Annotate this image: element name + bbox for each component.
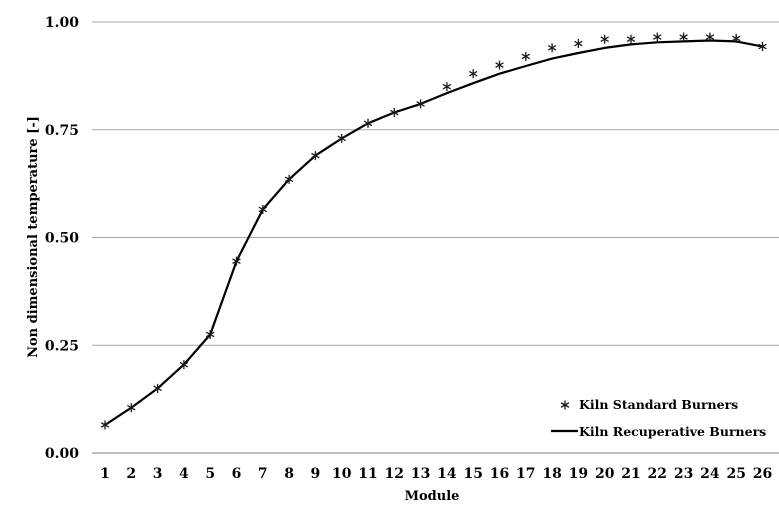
data-point-standard: [731, 33, 741, 43]
marker-stroke: [705, 34, 715, 40]
data-point-standard: [284, 174, 294, 184]
gridlines: [92, 21, 779, 346]
marker-stroke: [179, 361, 189, 368]
data-point-standard: [521, 51, 531, 61]
data-point-standard: [311, 151, 320, 161]
x-tick-label: 6: [232, 466, 242, 482]
y-axis-ticks: 0.00 0.25 0.50 0.75 1.00: [45, 15, 79, 462]
x-tick-label: 24: [700, 466, 720, 482]
data-point-standard: [442, 82, 452, 92]
marker-stroke: [495, 62, 504, 68]
x-tick-label: 10: [332, 466, 352, 482]
data-point-standard: [179, 360, 189, 370]
series-markers-group: [100, 32, 767, 430]
x-axis-title: Module: [405, 489, 460, 504]
y-axis-title: Non dimensional temperature [-]: [26, 116, 41, 358]
x-tick-label: 18: [542, 466, 561, 482]
series-line-group: [104, 39, 763, 426]
x-axis-ticks: 1 2 3 4 5 6 7 8 9 10 11 12 13 14 15 16 17 18 19 20 21 22 23 24 2…: [100, 466, 772, 482]
data-point-standard: [100, 420, 110, 430]
marker-stroke: [574, 40, 583, 47]
data-point-standard: [547, 43, 557, 53]
data-point-standard: [127, 403, 136, 413]
y-tick-label: 0.00: [45, 446, 79, 462]
data-point-standard: [600, 34, 609, 44]
marker-stroke: [679, 34, 688, 40]
data-point-standard: [468, 69, 478, 79]
x-tick-label: 20: [595, 466, 615, 482]
marker-stroke: [311, 152, 320, 159]
x-tick-label: 16: [490, 466, 509, 482]
x-tick-label: 25: [726, 466, 745, 482]
x-tick-label: 22: [648, 466, 667, 482]
marker-stroke: [337, 135, 346, 142]
x-tick-label: 3: [153, 466, 163, 482]
marker-stroke: [600, 36, 609, 43]
legend-label-recuperative: Kiln Recuperative Burners: [579, 424, 766, 439]
x-tick-label: 15: [463, 466, 482, 482]
marker-stroke: [468, 70, 478, 77]
x-tick-label: 9: [311, 466, 321, 482]
data-point-standard: [337, 133, 346, 143]
marker-stroke: [547, 45, 557, 51]
y-tick-label: 0.50: [45, 231, 79, 247]
x-tick-label: 11: [358, 466, 377, 482]
x-tick-label: 21: [621, 466, 640, 482]
data-point-standard: [153, 383, 162, 393]
data-point-standard: [626, 34, 636, 44]
data-point-standard: [416, 99, 425, 109]
x-tick-label: 13: [411, 466, 430, 482]
y-tick-label: 0.75: [45, 123, 79, 139]
data-point-standard: [574, 39, 583, 49]
marker-stroke: [416, 101, 425, 107]
legend: Kiln Standard Burners Kiln Recuperative …: [551, 397, 766, 439]
marker-stroke: [284, 176, 294, 183]
data-point-standard: [679, 32, 688, 42]
x-tick-label: 17: [516, 466, 535, 482]
data-point-standard: [653, 32, 662, 42]
marker-stroke: [442, 83, 452, 90]
marker-stroke: [626, 36, 636, 43]
x-tick-label: 23: [674, 466, 693, 482]
marker-stroke: [521, 53, 531, 60]
marker-stroke: [232, 258, 241, 265]
y-tick-label: 0.25: [45, 338, 79, 354]
y-tick-label: 1.00: [45, 15, 79, 31]
x-tick-label: 7: [258, 466, 268, 482]
x-tick-label: 19: [569, 466, 588, 482]
marker-stroke: [560, 402, 570, 408]
marker-stroke: [100, 422, 110, 428]
data-point-standard: [232, 256, 241, 266]
marker-stroke: [127, 404, 136, 411]
marker-stroke: [731, 35, 741, 42]
x-tick-label: 5: [205, 466, 215, 482]
data-point-standard: [258, 204, 268, 214]
marker-stroke: [390, 109, 399, 116]
x-tick-label: 14: [437, 466, 457, 482]
series-line-recuperative: [104, 39, 763, 426]
x-tick-label: 1: [100, 466, 110, 482]
x-tick-label: 2: [126, 466, 136, 482]
marker-stroke: [258, 206, 268, 213]
x-tick-label: 8: [284, 466, 294, 482]
marker-stroke: [205, 331, 215, 338]
data-point-standard: [705, 32, 715, 42]
legend-marker-asterisk-icon: [560, 400, 570, 410]
x-tick-label: 12: [385, 466, 404, 482]
data-point-standard: [495, 60, 504, 70]
marker-stroke: [653, 34, 662, 40]
x-tick-label: 26: [753, 466, 772, 482]
marker-stroke: [153, 385, 162, 392]
legend-asterisk: [560, 400, 570, 410]
legend-label-standard: Kiln Standard Burners: [579, 397, 738, 412]
x-tick-label: 4: [179, 466, 189, 482]
data-point-standard: [390, 108, 399, 118]
marker-stroke: [758, 43, 767, 50]
data-point-standard: [205, 329, 215, 339]
data-point-standard: [363, 118, 373, 128]
marker-stroke: [363, 120, 373, 127]
data-point-standard: [758, 42, 767, 52]
